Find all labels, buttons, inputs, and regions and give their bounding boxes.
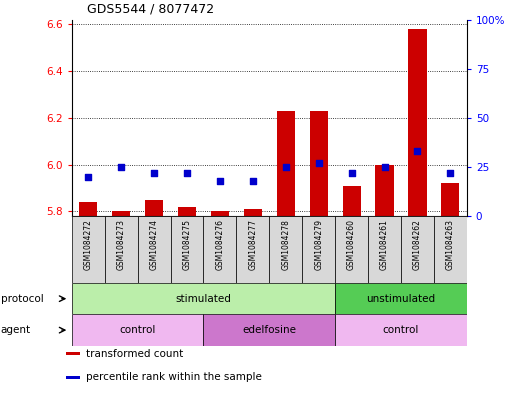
Bar: [408, 29, 426, 216]
Bar: [105, 216, 137, 283]
Point: [446, 170, 455, 176]
Text: GSM1084263: GSM1084263: [446, 219, 455, 270]
Bar: [302, 216, 335, 283]
Bar: [72, 314, 204, 346]
Bar: [236, 216, 269, 283]
Text: edelfosine: edelfosine: [242, 325, 297, 335]
Bar: [376, 165, 393, 216]
Bar: [343, 186, 361, 216]
Bar: [66, 352, 80, 355]
Text: GSM1084278: GSM1084278: [281, 219, 290, 270]
Text: GSM1084277: GSM1084277: [248, 219, 258, 270]
Bar: [277, 111, 295, 216]
Point: [216, 178, 224, 184]
Text: stimulated: stimulated: [175, 294, 231, 304]
Bar: [170, 216, 204, 283]
Bar: [72, 216, 105, 283]
Bar: [211, 211, 229, 216]
Text: GSM1084275: GSM1084275: [183, 219, 191, 270]
Text: GSM1084279: GSM1084279: [314, 219, 323, 270]
Bar: [244, 209, 262, 216]
Bar: [72, 283, 335, 314]
Point: [249, 178, 257, 184]
Point: [150, 170, 158, 176]
Text: GSM1084272: GSM1084272: [84, 219, 93, 270]
Bar: [335, 314, 467, 346]
Text: agent: agent: [1, 325, 31, 335]
Bar: [441, 184, 460, 216]
Bar: [178, 207, 196, 216]
Bar: [434, 216, 467, 283]
Text: control: control: [383, 325, 419, 335]
Point: [282, 164, 290, 170]
Bar: [112, 211, 130, 216]
Bar: [335, 283, 467, 314]
Bar: [66, 376, 80, 379]
Text: percentile rank within the sample: percentile rank within the sample: [86, 373, 262, 382]
Bar: [145, 200, 163, 216]
Text: GSM1084276: GSM1084276: [215, 219, 225, 270]
Bar: [310, 111, 328, 216]
Text: protocol: protocol: [1, 294, 43, 304]
Bar: [204, 216, 236, 283]
Text: GSM1084261: GSM1084261: [380, 219, 389, 270]
Text: control: control: [120, 325, 156, 335]
Text: GDS5544 / 8077472: GDS5544 / 8077472: [87, 3, 214, 16]
Text: GSM1084274: GSM1084274: [150, 219, 159, 270]
Bar: [79, 202, 97, 216]
Point: [381, 164, 389, 170]
Text: GSM1084260: GSM1084260: [347, 219, 356, 270]
Bar: [137, 216, 170, 283]
Point: [117, 164, 125, 170]
Bar: [204, 314, 335, 346]
Bar: [368, 216, 401, 283]
Text: GSM1084273: GSM1084273: [116, 219, 126, 270]
Point: [84, 174, 92, 180]
Point: [314, 160, 323, 166]
Text: transformed count: transformed count: [86, 349, 183, 359]
Point: [413, 148, 422, 154]
Point: [183, 170, 191, 176]
Point: [347, 170, 356, 176]
Bar: [401, 216, 434, 283]
Bar: [269, 216, 302, 283]
Text: GSM1084262: GSM1084262: [413, 219, 422, 270]
Bar: [335, 216, 368, 283]
Text: unstimulated: unstimulated: [366, 294, 436, 304]
